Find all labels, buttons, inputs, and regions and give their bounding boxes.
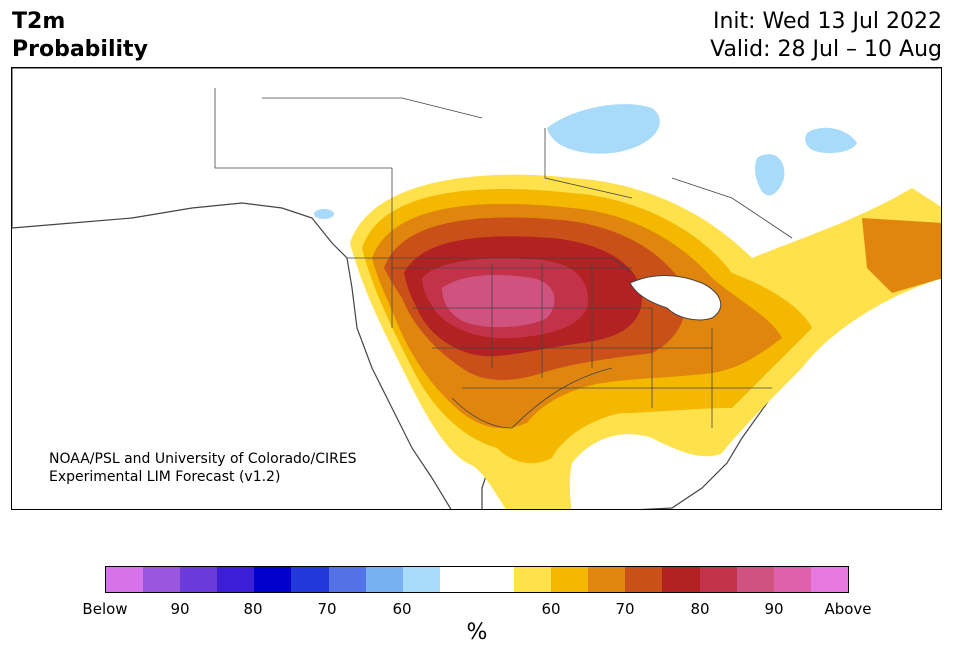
blue-patch-hudson [547,104,660,154]
colorbar-unit: % [466,620,488,645]
colorbar-swatch [551,567,589,592]
colorbar-swatch [810,567,848,592]
colorbar-swatch [662,567,700,592]
colorbar-swatch [773,567,811,592]
colorbar-swatch [514,567,552,592]
map-svg [12,68,941,509]
credit-line2: Experimental LIM Forecast (v1.2) [49,469,281,485]
colorbar [105,566,849,593]
colorbar-swatch [439,567,477,592]
init-date: Init: Wed 13 Jul 2022 [712,9,942,34]
colorbar-tick-label: Above [824,600,872,618]
colorbar-swatch [736,567,774,592]
credit-text: NOAA/PSL and University of Colorado/CIRE… [49,450,357,486]
political-borders [214,88,793,429]
forecast-dates: Init: Wed 13 Jul 2022 Valid: 28 Jul – 10… [710,8,942,64]
colorbar-swatch [476,567,515,592]
colorbar-swatch [328,567,366,592]
colorbar-tick-label: 80 [690,600,710,618]
great-lakes [629,275,722,321]
colorbar-tick-label: 80 [243,600,263,618]
colorbar-swatch [588,567,626,592]
colorbar-tick-label: 60 [541,600,561,618]
band-70-east [862,218,941,293]
colorbar-swatch [180,567,218,592]
colorbar-tick-label: 90 [764,600,784,618]
colorbar-swatch [365,567,403,592]
colorbar-swatch [143,567,181,592]
credit-line1: NOAA/PSL and University of Colorado/CIRE… [49,451,357,467]
colorbar-swatch [291,567,329,592]
colorbar-tick-label: 70 [317,600,337,618]
blue-patch-labrador [755,154,785,196]
title-type: Probability [12,37,148,62]
colorbar-tick-label: 70 [615,600,635,618]
blue-patch-greenland [805,127,857,154]
colorbar-tick-label: Below [82,600,128,618]
colorbar-swatch [402,567,440,592]
blue-patch-pacific [314,209,334,219]
title-variable: T2m [12,9,66,34]
colorbar-swatch [106,567,144,592]
colorbar-swatch [217,567,255,592]
band-90 [442,275,555,328]
chart-title: T2m Probability [12,8,148,64]
probability-map: NOAA/PSL and University of Colorado/CIRE… [11,67,942,510]
colorbar-tick-label: 90 [170,600,190,618]
valid-range: Valid: 28 Jul – 10 Aug [710,37,942,62]
colorbar-swatch [254,567,292,592]
colorbar-swatch [625,567,663,592]
colorbar-swatch [699,567,737,592]
colorbar-tick-label: 60 [392,600,412,618]
